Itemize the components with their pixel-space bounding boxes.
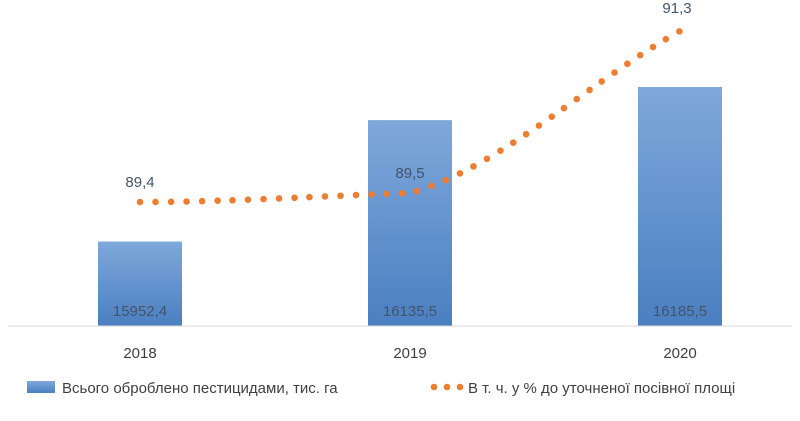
line-dot-27: [535, 122, 543, 129]
bar-value-label-2019: 16135,5: [383, 303, 437, 320]
line-dot-11: [306, 193, 313, 201]
line-dot-18: [413, 187, 421, 195]
x-axis-ticks: 2018 2019 2020: [123, 345, 696, 362]
line-dot-6: [229, 196, 236, 204]
line-dot-15: [368, 191, 375, 198]
line-dot-1: [152, 198, 159, 206]
legend: Всього оброблено пестицидами, тис. га В …: [27, 380, 735, 397]
legend-dot-0: [430, 383, 438, 391]
legend-label-line: В т. ч. у % до уточненої посівної площі: [468, 380, 735, 397]
bar-2020: [638, 87, 722, 326]
line-dot-4: [198, 197, 206, 205]
line-dot-30: [573, 95, 581, 103]
bar-series: [98, 87, 722, 326]
line-dot-35: [636, 51, 644, 59]
line-dot-36: [649, 43, 657, 51]
line-dot-0: [136, 198, 144, 206]
line-data-labels: 89,4 89,5 91,3: [125, 0, 691, 191]
line-dot-28: [548, 113, 556, 120]
x-tick-label-2018: 2018: [123, 345, 156, 362]
legend-label-bar: Всього оброблено пестицидами, тис. га: [62, 380, 338, 397]
line-dot-24: [497, 147, 504, 155]
line-dot-31: [586, 86, 593, 94]
bar-data-labels: 15952,4 16135,5 16185,5: [113, 303, 707, 320]
line-dot-21: [456, 170, 464, 177]
line-value-label-2020: 91,3: [662, 0, 691, 17]
line-dot-16: [383, 190, 390, 198]
x-tick-label-2020: 2020: [663, 345, 696, 362]
line-dot-12: [321, 193, 329, 200]
legend-swatch-line: [430, 383, 464, 391]
line-dot-25: [509, 139, 517, 146]
line-dot-38: [676, 28, 683, 35]
line-dot-8: [260, 195, 267, 203]
legend-dot-1: [443, 383, 451, 391]
line-dot-10: [291, 194, 298, 202]
line-dot-7: [244, 196, 252, 203]
x-tick-label-2019: 2019: [393, 345, 426, 362]
line-dot-20: [442, 176, 450, 184]
line-dot-3: [183, 198, 190, 205]
line-value-label-2018: 89,4: [125, 174, 154, 191]
line-dot-9: [275, 195, 283, 202]
line-dot-37: [662, 35, 670, 43]
line-dot-34: [624, 60, 631, 68]
bar-2018: [98, 241, 182, 326]
line-dot-14: [352, 191, 360, 199]
line-dot-32: [598, 78, 605, 85]
bar-value-label-2018: 15952,4: [113, 303, 167, 320]
line-dot-19: [428, 182, 435, 190]
bar-value-label-2020: 16185,5: [653, 303, 707, 320]
line-dot-13: [337, 192, 344, 200]
legend-swatch-bar: [27, 381, 55, 393]
line-dot-29: [560, 104, 568, 112]
line-dot-5: [214, 197, 221, 205]
line-dot-26: [522, 130, 530, 138]
line-dot-2: [167, 198, 175, 206]
line-dot-33: [611, 69, 618, 76]
line-dot-23: [483, 155, 491, 163]
line-series: [136, 28, 683, 206]
legend-dot-2: [456, 383, 464, 391]
line-dot-22: [470, 163, 477, 170]
bar-2019: [368, 120, 452, 326]
line-value-label-2019: 89,5: [395, 165, 424, 182]
line-dot-17: [398, 189, 406, 197]
